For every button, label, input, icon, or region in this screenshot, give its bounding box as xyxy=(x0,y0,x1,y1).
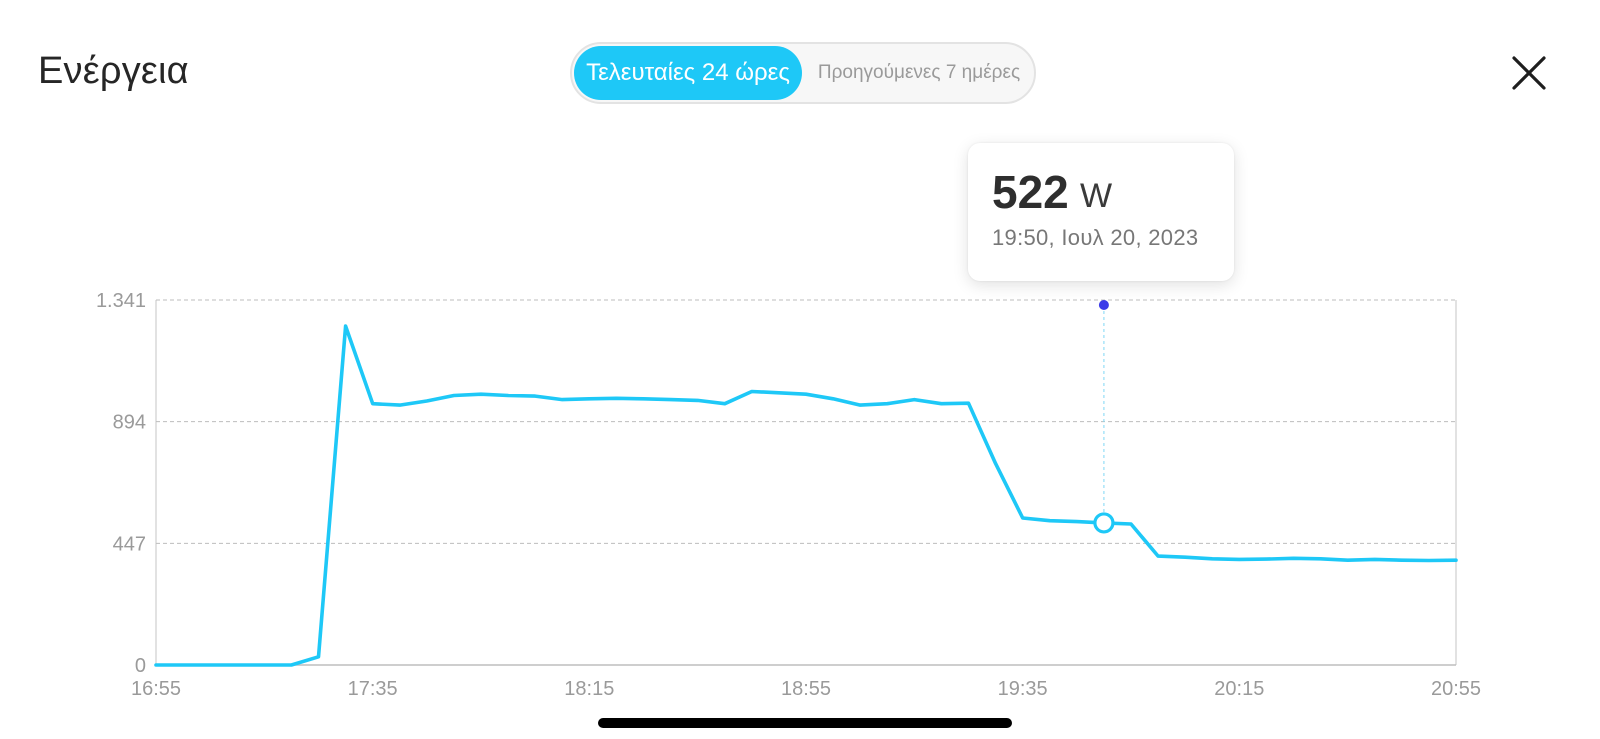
y-tick-label: 1.341 xyxy=(96,290,146,312)
chart-series xyxy=(154,324,1458,667)
y-tick-label: 894 xyxy=(113,412,146,434)
x-tick-label: 18:55 xyxy=(781,678,831,700)
y-tick-label: 447 xyxy=(113,533,146,555)
x-tick-label: 18:15 xyxy=(564,678,614,700)
page-title: Ενέργεια xyxy=(38,50,189,92)
x-tick-label: 20:55 xyxy=(1431,678,1481,700)
time-range-toggle: Τελευταίες 24 ώρες Προηγούμενες 7 ημέρες xyxy=(570,42,1036,104)
tab-last-24-hours[interactable]: Τελευταίες 24 ώρες xyxy=(574,46,802,100)
home-indicator xyxy=(598,718,1012,728)
tooltip-value: 522 xyxy=(992,166,1069,218)
close-icon[interactable] xyxy=(1510,54,1548,92)
x-tick-label: 16:55 xyxy=(131,678,181,700)
x-tick-label: 17:35 xyxy=(348,678,398,700)
value-tooltip: 522 W 19:50, Ιουλ 20, 2023 xyxy=(968,143,1234,281)
x-tick-label: 20:15 xyxy=(1214,678,1264,700)
y-tick-label: 0 xyxy=(135,655,146,677)
x-tick-label: 19:35 xyxy=(998,678,1048,700)
chart-grid xyxy=(155,299,1457,666)
chart-axis-labels: 0 447 894 1.341 16:55 17:35 18:15 18:55 19:35 20:… xyxy=(96,290,1481,700)
tab-previous-7-days[interactable]: Προηγούμενες 7 ημέρες xyxy=(817,62,1021,83)
tooltip-datetime: 19:50, Ιουλ 20, 2023 xyxy=(992,225,1199,250)
highlight-top-marker xyxy=(1098,300,1109,310)
highlight-point xyxy=(1093,512,1115,534)
series-line xyxy=(154,324,1458,667)
tooltip-unit: W xyxy=(1080,177,1113,215)
chart-highlight xyxy=(1098,300,1109,523)
